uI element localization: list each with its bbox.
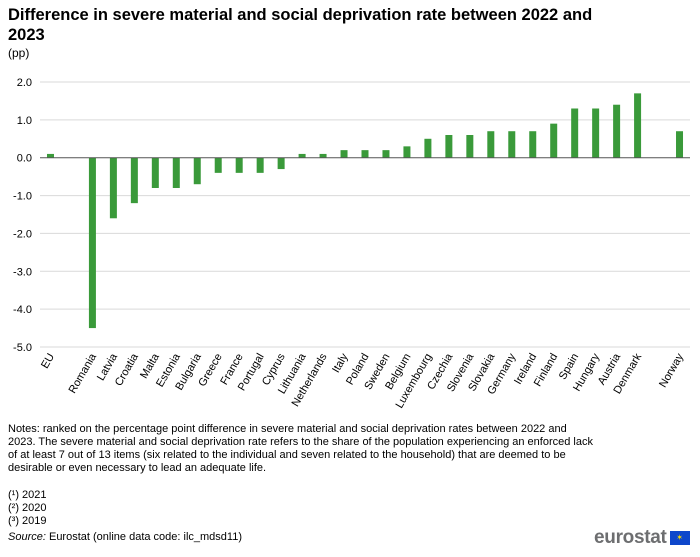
x-category-label: Italy bbox=[330, 351, 351, 375]
y-tick-label: 2.0 bbox=[17, 77, 32, 89]
y-tick-label: -1.0 bbox=[13, 191, 32, 203]
bar bbox=[256, 157, 264, 173]
footnote-1: (¹) 2021 bbox=[8, 489, 47, 501]
bar bbox=[445, 135, 453, 158]
bar bbox=[676, 131, 684, 158]
bar bbox=[46, 153, 54, 158]
logo-text: eurostat bbox=[594, 527, 667, 548]
bar bbox=[550, 123, 558, 158]
notes-text: Notes: ranked on the percentage point di… bbox=[8, 423, 593, 474]
bar bbox=[571, 108, 579, 158]
unit-label: (pp) bbox=[8, 46, 30, 60]
source-label: Source: bbox=[8, 531, 46, 543]
x-category-label: EU bbox=[39, 351, 57, 370]
bar bbox=[361, 150, 369, 158]
bar bbox=[529, 131, 537, 158]
bar bbox=[172, 157, 180, 188]
bar bbox=[466, 135, 474, 158]
eu-flag-icon: ✶ bbox=[669, 531, 690, 545]
footnote-3: (³) 2019 bbox=[8, 515, 47, 527]
bar bbox=[298, 153, 306, 158]
eurostat-logo: eurostat ✶ bbox=[594, 527, 690, 548]
bar bbox=[340, 150, 348, 158]
bar bbox=[403, 146, 411, 158]
source-text: Eurostat (online data code: ilc_mdsd11) bbox=[45, 531, 242, 543]
bar bbox=[508, 131, 516, 158]
x-category-label: Norway bbox=[657, 351, 686, 390]
bar bbox=[487, 131, 495, 158]
bar bbox=[151, 157, 159, 188]
source-line: Source: Eurostat (online data code: ilc_… bbox=[8, 531, 242, 543]
bar-chart: 2.01.00.0-1.0-2.0-3.0-4.0-5.0EU RomaniaLa… bbox=[13, 77, 690, 410]
y-tick-label: -3.0 bbox=[13, 266, 32, 278]
bar bbox=[319, 153, 327, 158]
y-tick-label: -4.0 bbox=[13, 304, 32, 316]
bar bbox=[382, 150, 390, 158]
chart-title: Difference in severe material and social… bbox=[8, 6, 593, 44]
y-tick-label: -2.0 bbox=[13, 228, 32, 240]
bar bbox=[193, 157, 201, 185]
bar bbox=[130, 157, 138, 204]
footnote-2: (²) 2020 bbox=[8, 502, 47, 514]
bar bbox=[88, 157, 96, 329]
y-tick-label: -5.0 bbox=[13, 342, 32, 354]
bar bbox=[634, 93, 642, 158]
bar bbox=[424, 138, 432, 158]
bar bbox=[592, 108, 600, 158]
bar bbox=[613, 104, 621, 158]
y-tick-label: 1.0 bbox=[17, 115, 32, 127]
y-tick-label: 0.0 bbox=[17, 153, 32, 165]
bar bbox=[235, 157, 243, 173]
bar bbox=[277, 157, 285, 170]
bar bbox=[109, 157, 117, 219]
x-category-label: Romania bbox=[67, 351, 100, 396]
bar bbox=[214, 157, 222, 173]
